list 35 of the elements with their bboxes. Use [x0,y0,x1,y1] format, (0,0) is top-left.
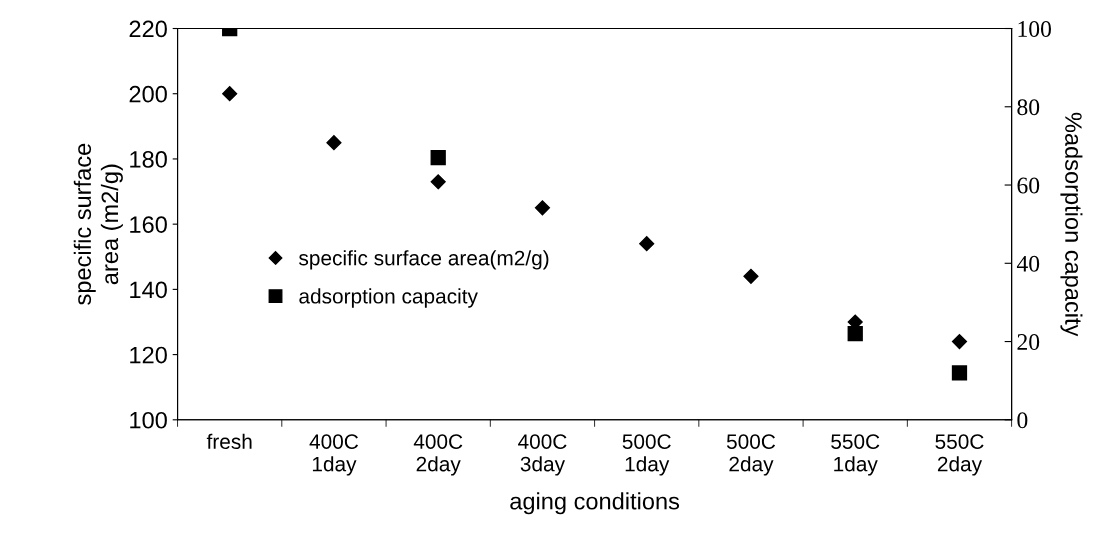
point [326,135,342,151]
x-tick-label: 400C 2day [413,434,463,476]
x-tick-label: 400C 1day [309,434,359,476]
y-tick-label: 200 [129,85,167,103]
x-tick-label: 550C 1day [831,434,880,476]
point [951,365,968,381]
point [743,268,759,284]
y-tick-label: 180 [130,151,167,168]
point [847,326,863,342]
y2-tick-label: 0 [1017,412,1028,429]
x-tick-label: 500C 2day [726,434,776,476]
x-tick-label: fresh [206,433,252,449]
y-tick-label: 220 [129,20,167,38]
y2-axis-title: %adsorption capacity [1060,112,1083,337]
legend-label: specific surface area(m2/g) [299,250,549,270]
x-tick-label: 550C 2day [935,434,984,476]
y-tick-label: 100 [130,411,167,429]
y2-tick-label: 60 [1017,177,1040,194]
legend-label: adsorption capacity [299,288,478,308]
x-axis-title: aging conditions [510,492,680,515]
y-axis-title: specific surface area (m2/g) [73,143,123,305]
y2-tick-label: 100 [1018,21,1051,37]
point [430,174,446,190]
point [222,86,238,102]
y2-tick-label: 20 [1017,334,1040,350]
y-tick-label: 120 [130,346,167,364]
point [534,200,551,216]
x-tick-label: 400C 3day [518,434,567,476]
y-tick-label: 160 [130,216,167,233]
point [639,236,655,252]
y2-tick-label: 40 [1016,255,1040,272]
x-tick-label: 500C 1day [622,434,671,476]
point [951,333,968,350]
y-tick-label: 140 [130,281,167,299]
y2-tick-label: 80 [1017,99,1040,116]
